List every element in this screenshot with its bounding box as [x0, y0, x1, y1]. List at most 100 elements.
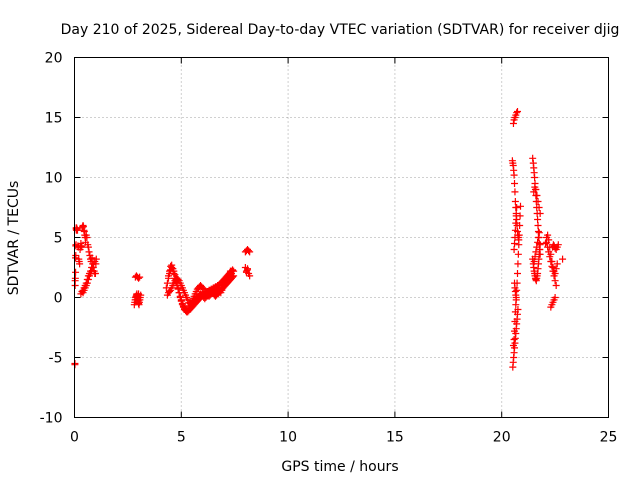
data-point: [136, 273, 144, 281]
data-point: [534, 222, 542, 229]
data-point: [163, 279, 171, 287]
axis-ticks: 0 5 10 15 20 25 -10 -5 0 5 10 15 20: [40, 51, 618, 446]
data-point: [514, 260, 522, 268]
x-tick-label: 0: [70, 430, 79, 446]
data-point: [513, 109, 521, 117]
y-tick-label: -5: [49, 351, 63, 367]
data-point: [544, 231, 552, 239]
data-point: [83, 234, 91, 241]
data-point: [168, 261, 176, 269]
data-point: [534, 234, 542, 241]
data-point: [535, 204, 543, 211]
data-point: [82, 279, 90, 287]
data-point: [511, 327, 519, 335]
data-point: [72, 268, 80, 276]
data-point: [84, 243, 92, 251]
data-point: [71, 274, 79, 282]
data-point: [133, 294, 141, 301]
data-point: [535, 229, 543, 237]
data-point: [512, 219, 520, 227]
data-point: [184, 306, 192, 313]
data-point: [230, 272, 238, 280]
chart-title: Day 210 of 2025, Sidereal Day-to-day VTE…: [61, 22, 620, 38]
data-point: [164, 272, 172, 280]
data-point: [510, 336, 518, 343]
data-point: [559, 255, 567, 263]
data-point: [76, 260, 84, 268]
data-point: [78, 288, 86, 295]
y-axis-label: SDTVAR / TECUs: [6, 181, 22, 296]
data-point: [543, 238, 551, 246]
data-point: [534, 216, 542, 223]
data-point: [530, 258, 538, 265]
data-point: [510, 171, 518, 179]
data-point: [551, 294, 559, 301]
data-point: [72, 252, 80, 259]
data-point: [199, 284, 207, 292]
y-tick-label: 10: [45, 171, 63, 187]
data-point: [511, 240, 519, 247]
y-tick-label: 5: [54, 231, 63, 247]
data-point: [91, 258, 99, 265]
y-tick-label: 15: [45, 111, 63, 127]
data-point: [532, 248, 540, 256]
data-point: [529, 154, 537, 162]
data-point: [83, 276, 91, 283]
grid: [74, 57, 609, 418]
data-point: [548, 262, 556, 270]
x-tick-label: 25: [600, 430, 618, 446]
data-point: [511, 198, 519, 205]
data-point: [533, 192, 541, 199]
data-point: [515, 231, 523, 239]
data-point: [135, 274, 143, 282]
data-point: [534, 228, 542, 235]
data-points: [71, 108, 567, 371]
data-point: [535, 240, 543, 247]
data-point: [553, 260, 561, 268]
data-point: [511, 226, 519, 234]
data-point: [88, 264, 96, 271]
data-point: [509, 120, 517, 127]
x-tick-label: 10: [279, 430, 297, 446]
data-point: [169, 265, 177, 273]
data-point: [549, 267, 557, 275]
data-point: [73, 226, 81, 234]
data-point: [85, 248, 93, 256]
data-point: [513, 279, 521, 287]
data-point: [174, 276, 182, 283]
data-point: [174, 285, 182, 293]
data-point: [552, 282, 560, 289]
data-point: [511, 318, 519, 325]
x-tick-label: 15: [386, 430, 404, 446]
data-point: [513, 204, 521, 211]
data-point: [541, 240, 549, 247]
data-point: [514, 250, 522, 258]
data-point: [547, 258, 555, 265]
data-point: [88, 254, 96, 262]
y-tick-label: -10: [40, 411, 63, 427]
y-tick-label: 20: [45, 51, 63, 67]
data-point: [512, 301, 520, 309]
data-point: [511, 308, 519, 316]
data-point: [511, 234, 519, 241]
data-point: [246, 248, 254, 256]
data-point: [536, 210, 544, 217]
data-point: [516, 202, 524, 210]
data-point: [516, 212, 524, 220]
data-point: [514, 108, 522, 115]
data-point: [510, 246, 518, 253]
x-tick-label: 5: [177, 430, 186, 446]
data-point: [554, 241, 562, 249]
data-point: [534, 198, 542, 205]
data-point: [78, 243, 86, 251]
data-point: [533, 243, 541, 251]
data-point: [166, 288, 174, 295]
data-point: [512, 294, 520, 301]
data-point: [170, 270, 178, 277]
data-point: [550, 272, 558, 280]
y-tick-label: 0: [54, 291, 63, 307]
data-point: [545, 248, 553, 256]
data-point: [516, 222, 524, 229]
data-point: [511, 188, 519, 196]
